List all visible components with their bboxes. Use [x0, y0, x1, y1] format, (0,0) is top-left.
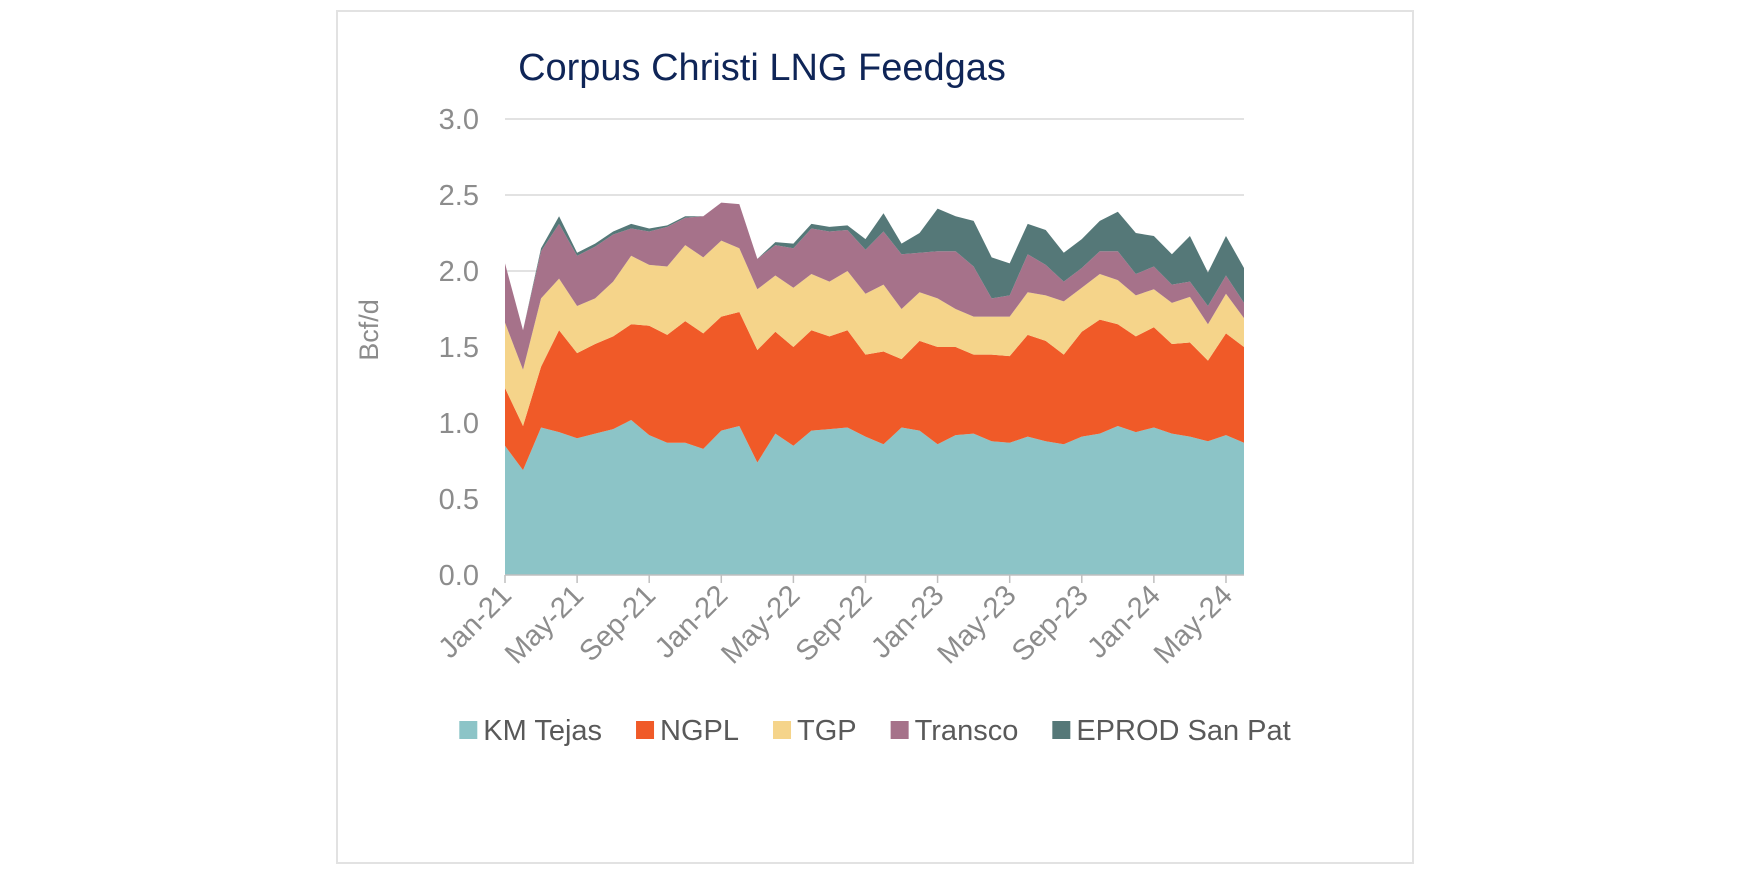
legend-item: EPROD San Pat	[1052, 715, 1291, 747]
legend-label: KM Tejas	[483, 715, 602, 747]
legend-label: TGP	[797, 715, 857, 747]
area-tgp	[505, 240, 1244, 427]
legend-item: NGPL	[636, 715, 739, 747]
y-axis-title: Bcf/d	[354, 299, 384, 361]
chart-svg: Corpus Christi LNG Feedgas Jan-21May-21S…	[354, 47, 1291, 747]
legend-label: EPROD San Pat	[1076, 715, 1290, 747]
x-tick-label: May-24	[1148, 579, 1239, 670]
x-axis: Jan-21May-21Sep-21Jan-22May-22Sep-22Jan-…	[433, 574, 1244, 670]
x-tick-label: Sep-23	[1006, 579, 1095, 668]
x-tick-label: May-22	[715, 579, 806, 670]
y-tick-label: 1.0	[439, 408, 479, 440]
legend-item: TGP	[773, 715, 857, 747]
chart-frame: Corpus Christi LNG Feedgas Jan-21 May-21 S…	[336, 10, 1414, 864]
x-tick-label: Sep-21	[573, 579, 662, 668]
legend-item: KM Tejas	[459, 715, 602, 747]
x-tick-label: Sep-22	[790, 579, 879, 668]
y-tick-label: 3.0	[439, 104, 479, 136]
x-tick-label: May-23	[932, 579, 1023, 670]
area-km-tejas	[505, 419, 1244, 575]
y-tick-label: 2.0	[439, 256, 479, 288]
legend-swatch	[890, 721, 909, 739]
chart-title: Corpus Christi LNG Feedgas	[518, 47, 1006, 89]
legend: KM Tejas NGPL TGP Transco EPROD San Pat	[459, 715, 1291, 747]
x-tick-label: May-21	[499, 579, 590, 670]
legend-label: NGPL	[660, 715, 739, 747]
area-ngpl	[505, 312, 1244, 471]
legend-swatch	[459, 721, 478, 739]
legend-label: Transco	[915, 715, 1019, 747]
legend-item: Transco	[890, 715, 1019, 747]
legend-swatch	[773, 721, 792, 739]
legend-swatch	[636, 721, 655, 739]
legend-swatch	[1052, 721, 1071, 739]
area-eprod-san-pat	[505, 202, 1244, 331]
y-axis: 0.0 0.5 1.0 1.5 2.0 2.5 3.0	[439, 104, 479, 592]
area-series-group	[505, 202, 1244, 575]
area-transco	[505, 202, 1244, 370]
y-tick-label: 2.5	[439, 180, 479, 212]
y-tick-label: 0.5	[439, 484, 479, 516]
y-tick-label: 1.5	[439, 332, 479, 364]
y-tick-label: 0.0	[439, 560, 479, 592]
